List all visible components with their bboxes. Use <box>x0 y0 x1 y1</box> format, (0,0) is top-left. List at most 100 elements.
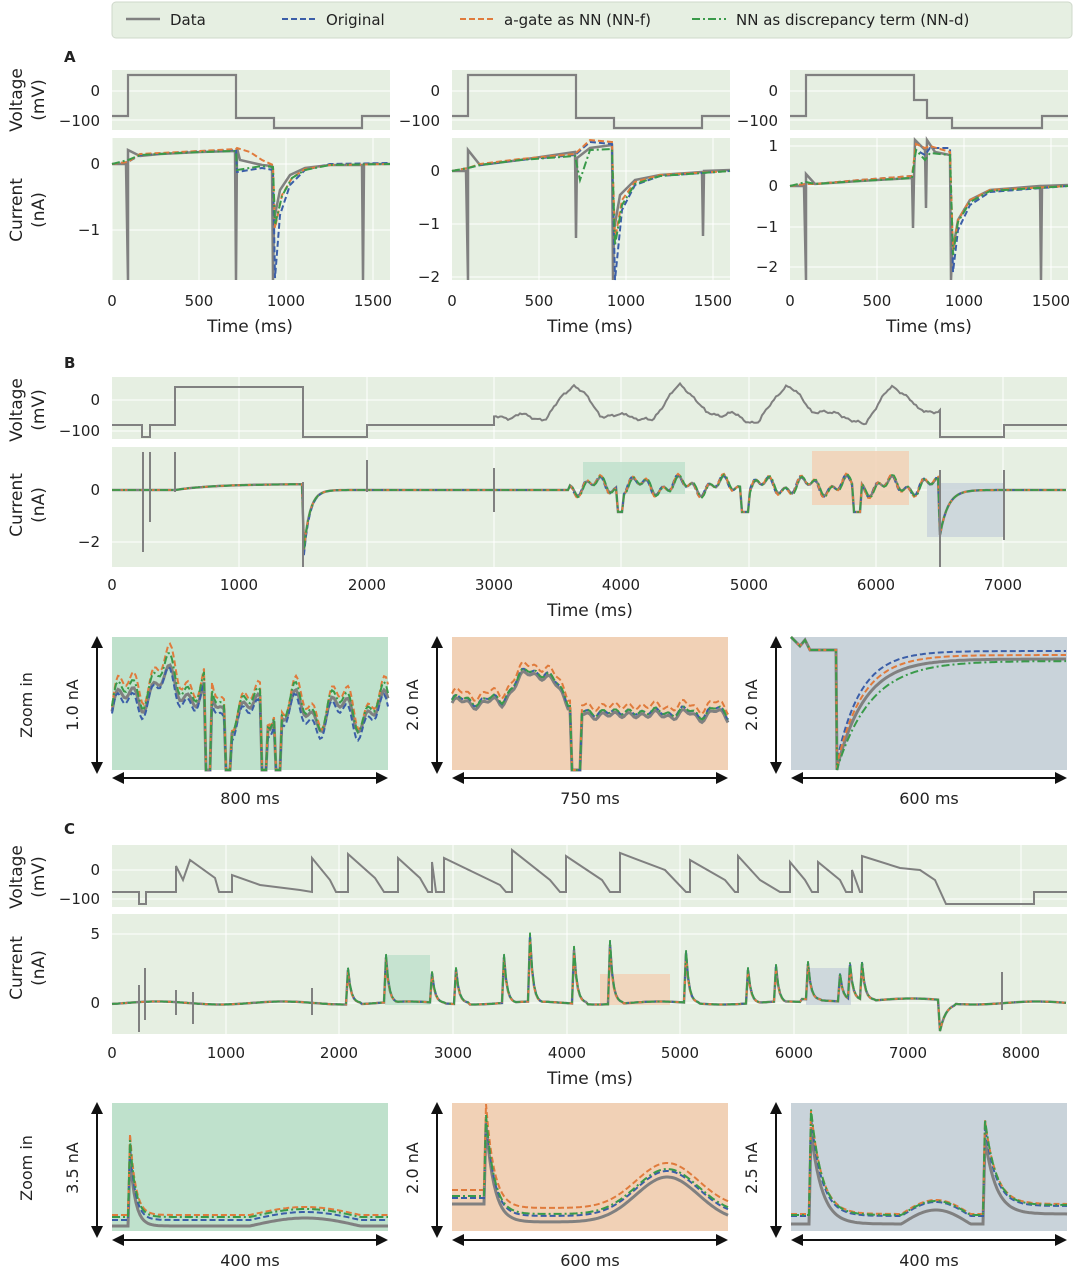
b-xtick-7: 7000 <box>984 576 1022 594</box>
a2-current-nnd <box>451 147 731 246</box>
c-zoom-1-duration: 400 ms <box>220 1251 280 1270</box>
a1-ctick-1: −1 <box>78 221 100 239</box>
a2-voltage-trace <box>452 73 730 130</box>
a-current-ylabel-unit: (nA) <box>29 192 49 228</box>
panel-letter-c: C <box>64 820 75 838</box>
a2-xtick-3: 1500 <box>694 292 732 310</box>
a3-ctick-3: −2 <box>756 258 778 276</box>
b-zoom-1-hscale-arrow-left <box>112 772 124 784</box>
b-zoom-2-hscale-arrow-right <box>716 772 728 784</box>
c-xtick-6: 6000 <box>775 1044 813 1062</box>
a3-xtick-1: 500 <box>863 292 892 310</box>
b-zoom-1: 1.0 nA 800 ms <box>63 636 390 808</box>
c-zoom-2-scale-label: 2.0 nA <box>403 1142 422 1194</box>
a1-xtick-3: 1500 <box>354 292 392 310</box>
b-zoom-2: 2.0 nA 750 ms <box>403 636 730 808</box>
b-xtick-0: 0 <box>107 576 117 594</box>
a3-ctick-2: −1 <box>756 218 778 236</box>
b-zoom-3-duration: 600 ms <box>899 789 959 808</box>
a2-current-nnf <box>451 138 731 241</box>
c-current-bg <box>112 914 1067 1034</box>
a1-xtick-0: 0 <box>107 292 117 310</box>
b-zoom-3-hscale-arrow-right <box>1055 772 1067 784</box>
c-zoom-2-vscale-arrow-up <box>431 1102 443 1114</box>
panel-letter-b: B <box>64 354 75 372</box>
a3-xtick-2: 1000 <box>945 292 983 310</box>
c-vtick-0: 0 <box>90 861 100 879</box>
b-xtick-3: 3000 <box>475 576 513 594</box>
b-vtick-1: −100 <box>59 422 100 440</box>
c-xtick-7: 7000 <box>889 1044 927 1062</box>
b-zoom-1-duration: 800 ms <box>220 789 280 808</box>
c-voltage-ylabel-unit: (mV) <box>29 856 49 897</box>
b-zoom-2-vscale-arrow-down <box>431 762 443 774</box>
c-zoom-3-hscale-arrow-left <box>791 1234 803 1246</box>
a-voltage-ylabel-unit: (mV) <box>29 79 49 120</box>
a3-xtick-0: 0 <box>785 292 795 310</box>
a1-ctick-0: 0 <box>90 155 100 173</box>
a1-xlabel: Time (ms) <box>206 317 293 337</box>
c-zoom-3-vscale-arrow-up <box>770 1102 782 1114</box>
b-zoom-3-hscale-arrow-left <box>791 772 803 784</box>
a2-xtick-2: 1000 <box>607 292 645 310</box>
a-voltage-ylabel: Voltage <box>7 68 27 132</box>
c-zoom-1-nnf <box>112 1134 388 1216</box>
b-zoom-1-vscale-arrow-up <box>91 636 103 648</box>
c-zoom-1-data <box>112 1157 388 1228</box>
a3-vtick-1: −100 <box>737 112 778 130</box>
b-current-nnd <box>112 473 1066 550</box>
c-ctick-1: 0 <box>90 994 100 1012</box>
b-zoom-3-scale-label: 2.0 nA <box>742 679 761 731</box>
c-zoom-1-original <box>112 1147 388 1221</box>
a3-current-bg <box>790 138 1068 280</box>
c-zoom-2-hscale-arrow-right <box>716 1234 728 1246</box>
legend-box <box>111 1 1073 39</box>
b-xtick-5: 5000 <box>730 576 768 594</box>
c-zoom-row-label: Zoom in <box>17 1135 36 1201</box>
b-zoom-3-vscale-arrow-down <box>770 762 782 774</box>
c-zoom-1-bg <box>112 1103 388 1231</box>
c-zoom-1-scale-label: 3.5 nA <box>63 1142 82 1194</box>
b-xtick-4: 4000 <box>602 576 640 594</box>
b-zoom-3-nnd <box>790 636 1066 771</box>
c-zoom-2-original <box>452 1117 729 1217</box>
c-zoom-3-scale-label: 2.5 nA <box>742 1142 761 1194</box>
a-sub2: 0 −100 0 −1 −2 0 500 1000 1500 Time (ms) <box>399 70 732 337</box>
c-zoom-3-hscale-arrow-right <box>1055 1234 1067 1246</box>
b-zoom-1-nnf <box>111 641 389 771</box>
c-zoom-2-nnf <box>452 1104 729 1209</box>
b-current-ylabel: Current <box>7 473 27 537</box>
c-zoom-1-vscale-arrow-up <box>91 1102 103 1114</box>
b-zoom-2-hscale-arrow-left <box>452 772 464 784</box>
c-xtick-0: 0 <box>107 1044 117 1062</box>
c-xlabel: Time (ms) <box>546 1069 633 1089</box>
c-voltage-trace <box>112 847 1067 905</box>
c-zoom-1-nnd <box>112 1140 388 1218</box>
legend-label-original: Original <box>326 11 385 29</box>
b-current-ylabel-unit: (nA) <box>29 487 49 523</box>
a3-vtick-0: 0 <box>768 82 778 100</box>
a-sub1: 0 −100 0 −1 0 500 1000 1500 Time (ms) <box>59 70 392 337</box>
a1-current-bg <box>112 138 390 280</box>
c-zoom-2: 2.0 nA 600 ms <box>403 1102 729 1270</box>
a2-current-original <box>451 140 731 281</box>
c-zoom-3-vscale-arrow-down <box>770 1226 782 1238</box>
a1-current-nnd <box>111 149 391 226</box>
b-xlabel: Time (ms) <box>546 601 633 621</box>
b-zoom-1-data <box>110 663 390 772</box>
c-zoom-2-duration: 600 ms <box>560 1251 620 1270</box>
c-zoom-1: 3.5 nA 400 ms <box>63 1102 388 1270</box>
a3-ctick-1: 0 <box>768 177 778 195</box>
a1-xtick-2: 1000 <box>267 292 305 310</box>
c-zoom-2-vscale-arrow-down <box>431 1226 443 1238</box>
a2-xlabel: Time (ms) <box>546 317 633 337</box>
c-zoom-1-hscale-arrow-right <box>376 1234 388 1246</box>
c-zoom-3-nnd <box>791 1109 1067 1216</box>
b-zoom-1-scale-label: 1.0 nA <box>63 679 82 731</box>
c-current-ylabel-unit: (nA) <box>29 950 49 986</box>
a1-xtick-1: 500 <box>185 292 214 310</box>
c-xtick-4: 4000 <box>548 1044 586 1062</box>
c-zoom-3-duration: 400 ms <box>899 1251 959 1270</box>
a2-current-bg <box>452 138 730 280</box>
